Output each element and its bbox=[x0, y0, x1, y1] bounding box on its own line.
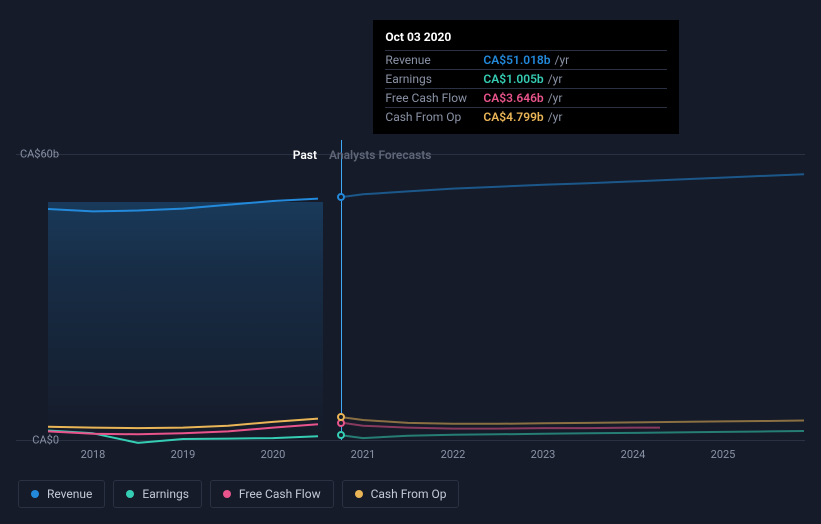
legend-swatch bbox=[355, 490, 363, 498]
x-axis-labels: 2018 2019 2020 2021 2022 2023 2024 2025 bbox=[48, 448, 804, 464]
tooltip-row-value: CA$4.799b bbox=[483, 110, 543, 124]
tooltip-row: Cash From OpCA$4.799b/yr bbox=[385, 107, 667, 126]
tooltip-row-value: CA$51.018b bbox=[483, 53, 550, 67]
tooltip-row-label: Revenue bbox=[385, 53, 483, 67]
x-axis-label: 2021 bbox=[351, 448, 376, 461]
x-axis-label: 2018 bbox=[81, 448, 106, 461]
tooltip-row: EarningsCA$1.005b/yr bbox=[385, 69, 667, 88]
legend-item-free_cash_flow[interactable]: Free Cash Flow bbox=[210, 480, 334, 508]
cash_from_op-hover-marker bbox=[337, 413, 345, 421]
x-axis-label: 2024 bbox=[621, 448, 646, 461]
tooltip-row-suffix: /yr bbox=[555, 53, 570, 67]
tooltip-row-label: Free Cash Flow bbox=[385, 91, 483, 105]
legend-label: Revenue bbox=[47, 487, 92, 501]
tooltip-row-value: CA$1.005b bbox=[483, 72, 543, 86]
free_cash_flow-line-past bbox=[48, 424, 318, 434]
tooltip-row-suffix: /yr bbox=[548, 110, 563, 124]
x-axis-label: 2020 bbox=[261, 448, 286, 461]
x-axis-label: 2022 bbox=[441, 448, 466, 461]
revenue-hover-marker bbox=[337, 193, 345, 201]
legend-item-earnings[interactable]: Earnings bbox=[113, 480, 202, 508]
earnings-hover-marker bbox=[337, 431, 345, 439]
hover-vertical-line bbox=[341, 140, 342, 440]
x-axis-label: 2019 bbox=[171, 448, 196, 461]
tooltip-row-label: Earnings bbox=[385, 72, 483, 86]
legend-label: Free Cash Flow bbox=[239, 487, 321, 501]
legend-swatch bbox=[223, 490, 231, 498]
legend: Revenue Earnings Free Cash Flow Cash From O… bbox=[18, 480, 459, 508]
chart-plot-area bbox=[48, 140, 804, 440]
tooltip-row: Free Cash FlowCA$3.646b/yr bbox=[385, 88, 667, 107]
revenue-line-forecast bbox=[341, 174, 804, 197]
hover-tooltip: Oct 03 2020 RevenueCA$51.018b/yrEarnings… bbox=[373, 20, 679, 134]
tooltip-row: RevenueCA$51.018b/yr bbox=[385, 50, 667, 69]
forecast-label: Analysts Forecasts bbox=[329, 148, 431, 162]
legend-item-cash_from_op[interactable]: Cash From Op bbox=[342, 480, 460, 508]
legend-label: Earnings bbox=[142, 487, 189, 501]
revenue-line-past bbox=[48, 199, 318, 212]
cash_from_op-line-forecast bbox=[341, 417, 804, 424]
legend-swatch bbox=[31, 490, 39, 498]
tooltip-row-label: Cash From Op bbox=[385, 110, 483, 124]
gridline bbox=[16, 440, 805, 441]
x-axis-label: 2025 bbox=[711, 448, 736, 461]
tooltip-row-value: CA$3.646b bbox=[483, 91, 543, 105]
x-axis-label: 2023 bbox=[531, 448, 556, 461]
chart-lines bbox=[48, 140, 804, 440]
legend-swatch bbox=[126, 490, 134, 498]
past-label: Past bbox=[293, 148, 317, 162]
legend-label: Cash From Op bbox=[371, 487, 447, 501]
earnings-line-forecast bbox=[341, 431, 804, 438]
tooltip-row-suffix: /yr bbox=[548, 72, 563, 86]
legend-item-revenue[interactable]: Revenue bbox=[18, 480, 105, 508]
tooltip-date: Oct 03 2020 bbox=[385, 30, 667, 44]
tooltip-row-suffix: /yr bbox=[548, 91, 563, 105]
